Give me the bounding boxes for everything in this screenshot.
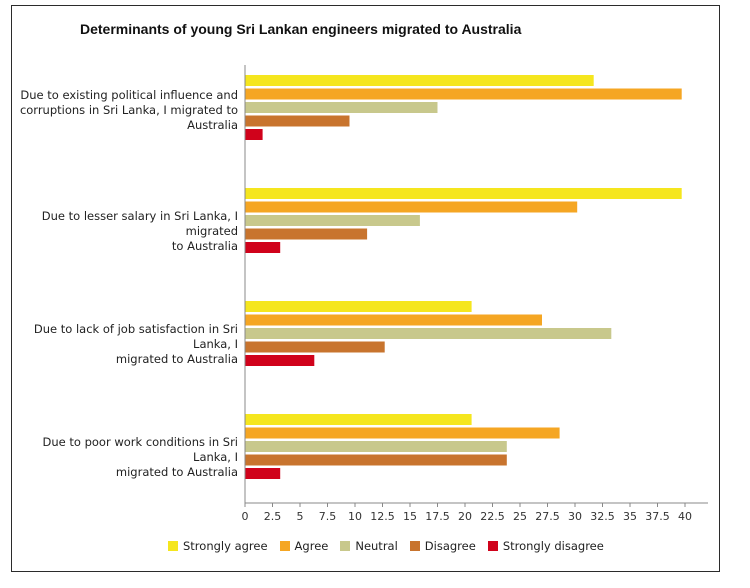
x-tick-label: 0	[242, 510, 249, 523]
x-tick-label: 20	[458, 510, 472, 523]
bar-strongly-agree-4	[245, 414, 472, 425]
legend-item-neutral: Neutral	[340, 539, 398, 553]
bar-disagree-1	[245, 115, 350, 127]
legend-label: Agree	[294, 539, 329, 553]
legend-item-strongly-agree: Strongly agree	[168, 539, 268, 553]
bar-strongly-disagree-2	[245, 242, 281, 253]
x-tick-label: 22.5	[480, 510, 505, 523]
legend-label: Disagree	[424, 539, 476, 553]
x-tick-label: 10	[348, 510, 362, 523]
bar-strongly-disagree-4	[245, 468, 281, 479]
bar-neutral-1	[245, 102, 438, 113]
category-label-line: migrated to Australia	[115, 464, 238, 479]
legend-item-disagree: Disagree	[409, 539, 476, 553]
category-label: Due to existing political influence and c…	[16, 88, 238, 133]
x-tick-label: 37.5	[645, 510, 670, 523]
legend-swatch	[168, 541, 178, 551]
category-label-line: Due to lack of job satisfaction in Sri L…	[33, 321, 238, 351]
legend-label: Neutral	[355, 539, 398, 553]
legend-label: Strongly disagree	[502, 539, 604, 553]
bar-disagree-2	[245, 228, 368, 240]
bar-strongly-agree-2	[245, 188, 682, 199]
x-tick-label: 17.5	[425, 510, 450, 523]
x-tick-label: 5	[297, 510, 304, 523]
bar-neutral-3	[245, 328, 612, 339]
category-label-line: to Australia	[171, 238, 238, 253]
bar-agree-4	[245, 427, 560, 439]
legend-label: Strongly agree	[183, 539, 268, 553]
legend-swatch	[409, 541, 420, 551]
bar-strongly-disagree-1	[245, 129, 263, 140]
legend-item-agree: Agree	[279, 539, 329, 553]
category-label: Due to poor work conditions in Sri Lanka…	[16, 434, 239, 480]
legend-swatch	[487, 541, 498, 551]
category-label-line: corruptions in Sri Lanka, I migrated to	[19, 103, 238, 118]
bar-agree-1	[245, 88, 682, 100]
bar-disagree-3	[245, 341, 385, 353]
category-label-line: migrated to Australia	[115, 351, 238, 366]
x-tick-label: 40	[678, 510, 692, 523]
bar-strongly-disagree-3	[245, 355, 315, 366]
x-tick-label: 30	[568, 510, 582, 523]
bar-neutral-4	[245, 441, 507, 452]
category-label-line: Due to poor work conditions in Sri Lanka…	[42, 434, 239, 464]
bar-neutral-2	[245, 215, 420, 226]
x-tick-label: 25	[513, 510, 527, 523]
bar-disagree-4	[245, 454, 507, 466]
category-label-line: Due to lesser salary in Sri Lanka, I mig…	[41, 208, 238, 238]
category-label-line: Due to existing political influence and	[20, 88, 238, 103]
bar-strongly-agree-3	[245, 301, 472, 312]
legend-swatch	[279, 541, 290, 551]
x-tick-label: 35	[623, 510, 637, 523]
bar-agree-3	[245, 314, 542, 326]
category-label-line: Australia	[187, 118, 238, 133]
bar-strongly-agree-1	[245, 75, 594, 86]
category-label: Due to lack of job satisfaction in Sri L…	[16, 322, 238, 367]
x-tick-label: 12.5	[370, 510, 395, 523]
chart-legend: Strongly agree Agree Neutral Disagree Strong…	[168, 539, 616, 553]
legend-swatch	[340, 541, 351, 551]
x-tick-label: 32.5	[590, 510, 615, 523]
x-tick-label: 2.5	[264, 510, 282, 523]
chart-title: Determinants of young Sri Lankan enginee…	[80, 21, 522, 37]
category-label: Due to lesser salary in Sri Lanka, I mig…	[16, 209, 238, 254]
bar-agree-2	[245, 201, 578, 213]
x-tick-label: 7.5	[319, 510, 337, 523]
legend-item-strongly-disagree: Strongly disagree	[487, 539, 604, 553]
x-tick-label: 15	[403, 510, 417, 523]
x-tick-label: 27.5	[535, 510, 560, 523]
